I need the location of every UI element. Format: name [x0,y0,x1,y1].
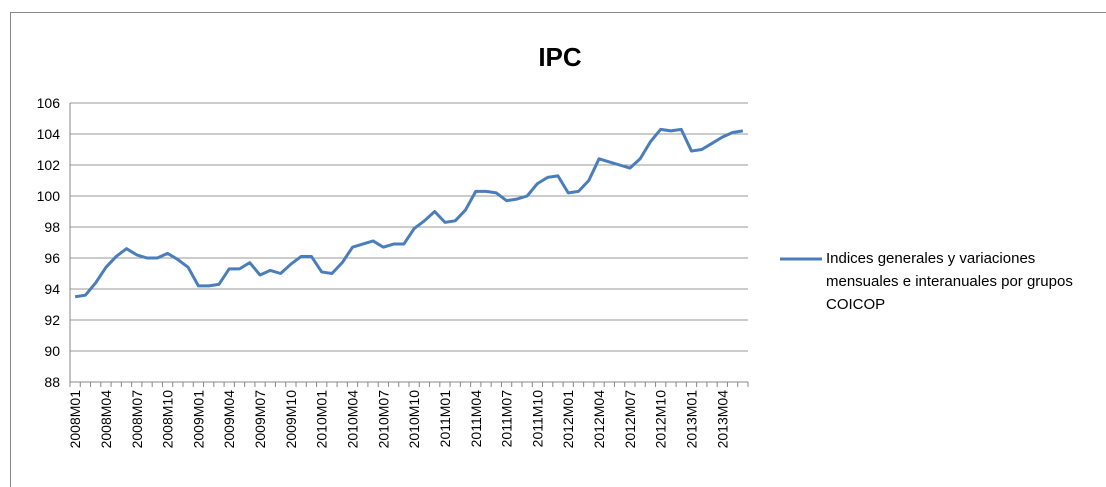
x-tick-label: 2008M07 [129,390,145,449]
chart-title: IPC [538,42,582,72]
x-tick-label: 2010M07 [375,390,391,449]
x-tick-label: 2008M04 [98,390,114,449]
x-tick-label: 2011M01 [437,390,453,448]
x-tick-label: 2009M04 [221,390,237,449]
x-tick-label: 2012M07 [622,390,638,449]
x-tick-label: 2008M01 [67,390,83,449]
y-tick-label: 92 [44,312,60,328]
x-tick-label: 2012M01 [560,390,576,449]
x-tick-label: 2009M01 [190,390,206,449]
x-tick-label: 2013M01 [684,390,700,449]
legend-label: Indices generales y variaciones mensuale… [826,250,1073,313]
y-tick-label: 100 [37,188,61,204]
series-line [74,127,744,299]
y-tick-label: 96 [44,250,60,266]
x-tick-label: 2008M10 [160,390,176,449]
x-tick-label: 2013M04 [714,390,730,449]
y-tick-label: 88 [44,374,60,390]
x-tick-label: 2009M07 [252,390,268,449]
x-tick-label: 2012M10 [653,390,669,449]
y-tick-label: 98 [44,219,60,235]
y-tick-label: 94 [44,281,60,297]
y-tick-label: 102 [37,157,61,173]
x-tick-label: 2010M10 [406,390,422,449]
x-tick-label: 2010M01 [314,390,330,449]
x-tick-label: 2011M04 [468,390,484,448]
y-tick-label: 106 [37,95,61,111]
y-tick-label: 104 [37,126,61,142]
x-tick-label: 2011M07 [499,390,515,448]
x-tick-label: 2009M10 [283,390,299,449]
chart-border [10,12,1106,487]
x-tick-label: 2011M10 [529,390,545,448]
y-tick-label: 90 [44,343,60,359]
x-tick-label: 2010M04 [345,390,361,449]
x-tick-label: 2012M04 [591,390,607,449]
